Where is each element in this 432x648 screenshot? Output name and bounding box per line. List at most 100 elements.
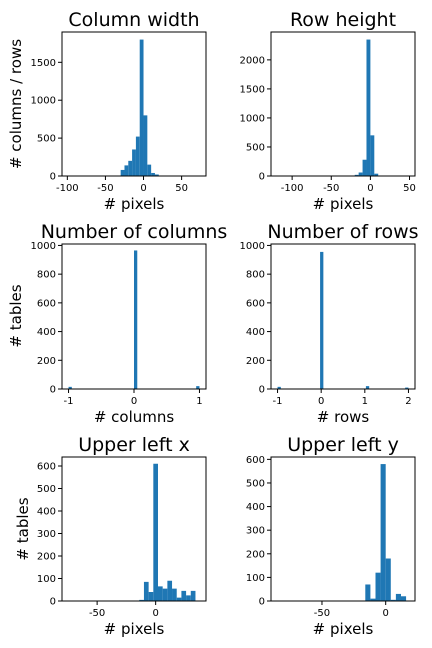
x-axis-label: # pixels <box>313 195 374 213</box>
histogram-bar <box>151 172 155 176</box>
panel-upper-left-x: Upper left x # pixels # tables <box>14 434 190 638</box>
panel-title: Upper left x <box>78 434 190 456</box>
y-tick-label: 100 <box>37 574 56 585</box>
x-tick-label: -100 <box>56 183 79 194</box>
y-tick-label: 0 <box>50 385 56 396</box>
histogram-bar <box>320 251 324 389</box>
histogram-bar <box>380 464 386 601</box>
y-tick-label: 0 <box>50 597 56 608</box>
x-tick-label: 50 <box>175 183 188 194</box>
histogram-bar <box>147 164 152 176</box>
histogram-bar <box>148 592 154 601</box>
histogram-bar <box>365 386 370 389</box>
plot-area-6: -50 0 0 100 200 300 400 500 600 <box>246 455 416 619</box>
y-tick-label: 500 <box>246 142 265 153</box>
y-tick-label: 0 <box>259 172 265 183</box>
plot-area-4: -1 0 1 2 0 200 400 600 800 1000 <box>240 241 416 407</box>
x-axis-label: # rows <box>317 408 370 426</box>
y-tick-label: 500 <box>37 484 56 495</box>
histogram-bar <box>162 588 168 602</box>
x-tick-label: -50 <box>314 608 330 619</box>
y-tick-label: 300 <box>246 526 265 537</box>
histogram-bar <box>358 172 363 176</box>
x-tick-label: 2 <box>405 396 411 407</box>
y-tick-label: 200 <box>246 356 265 367</box>
x-axis-label: # columns <box>94 408 175 426</box>
y-tick-label: 400 <box>246 327 265 338</box>
histogram-bar <box>385 558 391 601</box>
histogram-bar <box>134 250 138 389</box>
y-tick-label: 400 <box>37 507 56 518</box>
y-tick-label: 600 <box>246 455 265 466</box>
x-tick-label: -100 <box>281 183 304 194</box>
histogram-bar <box>186 595 191 602</box>
histogram-bar <box>370 135 375 176</box>
y-tick-label: 2000 <box>240 55 265 66</box>
histogram-bar <box>124 165 129 176</box>
histogram-bar <box>135 136 140 176</box>
y-tick-label: 600 <box>246 298 265 309</box>
histogram-bar <box>181 590 187 602</box>
histogram-bar <box>190 590 196 602</box>
histogram-bar <box>196 386 200 389</box>
y-tick-label: 200 <box>37 552 56 563</box>
histogram-bar <box>143 115 148 176</box>
y-tick-label: 1000 <box>31 241 56 252</box>
y-tick-label: 1000 <box>31 96 56 107</box>
x-tick-label: 1 <box>196 396 202 407</box>
plot-area-5: -50 0 0 100 200 300 400 500 600 <box>37 456 207 619</box>
histogram-bar <box>128 160 133 176</box>
y-axis-label: # tables <box>7 284 25 347</box>
histogram-bar <box>395 593 401 601</box>
histogram-bar <box>366 39 371 176</box>
histogram-bar <box>362 159 367 176</box>
y-tick-label: 1500 <box>240 84 265 95</box>
x-tick-label: -50 <box>323 183 339 194</box>
x-tick-label: -50 <box>89 608 105 619</box>
panel-number-of-columns: Number of columns # columns # tables <box>7 221 227 426</box>
x-tick-label: -50 <box>97 183 113 194</box>
y-tick-label: 600 <box>37 298 56 309</box>
panel-title: Number of rows <box>267 221 418 243</box>
histogram-bar <box>172 588 177 602</box>
y-tick-label: 100 <box>246 573 265 584</box>
panel-title: Number of columns <box>41 221 228 243</box>
panel-upper-left-y: Upper left y # pixels <box>287 434 399 638</box>
histogram-bar <box>139 39 144 176</box>
histogram-bar <box>390 599 396 601</box>
histogram-bar <box>370 598 376 601</box>
y-tick-label: 0 <box>259 597 265 608</box>
axes-frame <box>270 456 416 602</box>
y-tick-label: 600 <box>37 462 56 473</box>
histogram-bar <box>176 597 182 602</box>
y-tick-label: 500 <box>246 478 265 489</box>
y-tick-label: 400 <box>37 327 56 338</box>
x-tick-label: 1 <box>362 396 368 407</box>
histogram-bar <box>154 174 159 176</box>
x-tick-label: 50 <box>403 183 416 194</box>
histogram-bar <box>153 463 158 601</box>
histogram-bar <box>405 387 409 389</box>
histogram-bar <box>143 581 149 602</box>
panel-row-height: Row height # pixels <box>290 9 396 213</box>
y-tick-label: 200 <box>246 549 265 560</box>
axes-frame <box>61 31 207 177</box>
y-tick-label: 1500 <box>31 58 56 69</box>
y-tick-label: 0 <box>259 385 265 396</box>
y-tick-label: 1000 <box>240 241 265 252</box>
histogram-bar <box>400 596 407 601</box>
x-tick-label: 0 <box>383 608 389 619</box>
panel-column-width: Column width # pixels # columns / rows <box>7 9 200 213</box>
y-tick-label: 0 <box>50 172 56 183</box>
y-tick-label: 400 <box>246 502 265 513</box>
panel-number-of-rows: Number of rows # rows <box>267 221 418 426</box>
x-tick-label: 0 <box>318 396 324 407</box>
x-tick-label: 0 <box>140 183 146 194</box>
x-tick-label: -1 <box>64 396 74 407</box>
panel-title: Upper left y <box>287 434 399 456</box>
